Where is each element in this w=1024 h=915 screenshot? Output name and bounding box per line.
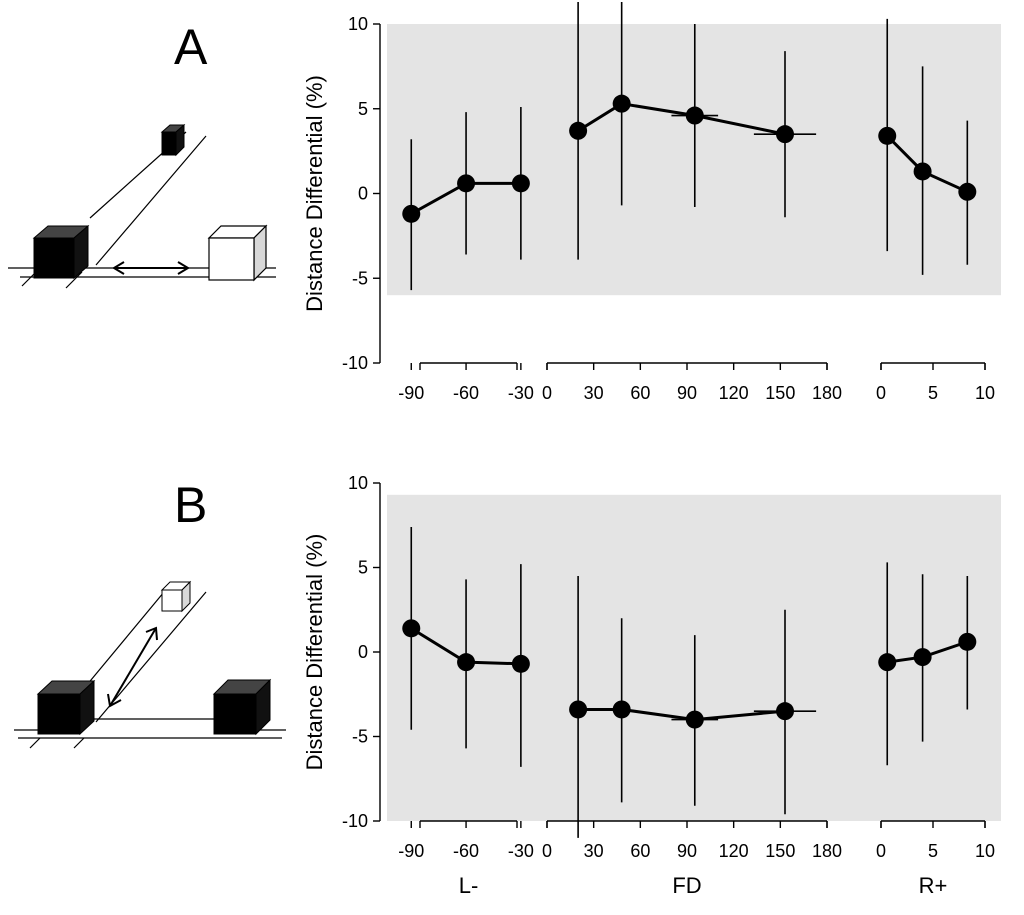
x-tick-label: -60 bbox=[453, 841, 479, 861]
x-tick-label: -30 bbox=[508, 841, 534, 861]
y-tick-label: 0 bbox=[358, 642, 368, 662]
data-point bbox=[457, 653, 476, 672]
y-tick-label: 5 bbox=[358, 558, 368, 578]
series-line-FD bbox=[577, 102, 786, 136]
x-tick-label: 180 bbox=[812, 841, 842, 861]
data-point bbox=[511, 174, 530, 193]
y-tick-label: 10 bbox=[348, 473, 368, 493]
data-point bbox=[569, 121, 588, 140]
data-point bbox=[878, 126, 897, 145]
group-label-FD: FD bbox=[672, 873, 701, 898]
y-tick-label: -5 bbox=[352, 268, 368, 288]
panel-a-letter: A bbox=[174, 19, 208, 75]
x-tick-label: -90 bbox=[398, 841, 424, 861]
x-tick-label: 120 bbox=[719, 841, 749, 861]
data-point bbox=[685, 106, 704, 125]
data-point bbox=[612, 700, 631, 719]
x-tick-label: 90 bbox=[677, 841, 697, 861]
x-tick-label: 60 bbox=[630, 841, 650, 861]
data-point bbox=[776, 702, 794, 721]
y-tick-label: -10 bbox=[342, 811, 368, 831]
data-point bbox=[402, 204, 421, 223]
data-point bbox=[776, 125, 794, 144]
x-tick-label: 90 bbox=[677, 383, 697, 403]
x-tick-label: 150 bbox=[765, 383, 795, 403]
x-tick-label: 150 bbox=[765, 841, 795, 861]
x-tick-label: 60 bbox=[630, 383, 650, 403]
data-series bbox=[402, 526, 977, 838]
data-point bbox=[958, 632, 977, 651]
data-point bbox=[913, 648, 932, 667]
x-axes: -90 -60 -30 L- 0 30 60 90 120 150 180 FD 0 5 10 R+ bbox=[398, 820, 995, 898]
data-point bbox=[569, 700, 588, 719]
data-point bbox=[878, 653, 897, 672]
x-tick-label: 0 bbox=[876, 383, 886, 403]
y-tick-label: 5 bbox=[358, 99, 368, 119]
data-point bbox=[511, 654, 530, 673]
group-label-R+: R+ bbox=[919, 873, 948, 898]
white-cube bbox=[207, 224, 268, 282]
data-point bbox=[402, 619, 421, 638]
group-label-L-: L- bbox=[459, 873, 479, 898]
y-tick-label: -10 bbox=[342, 353, 368, 373]
y-tick-label: -5 bbox=[352, 727, 368, 747]
panel-b-letter: B bbox=[174, 477, 207, 533]
y-axis-title: Distance Differential (%) bbox=[302, 534, 327, 771]
x-tick-label: 0 bbox=[542, 841, 552, 861]
double-arrow-icon-a bbox=[112, 261, 190, 275]
x-tick-label: 10 bbox=[975, 383, 995, 403]
y-tick-label: 10 bbox=[348, 14, 368, 34]
x-tick-label: 10 bbox=[975, 841, 995, 861]
data-point bbox=[612, 94, 631, 113]
black-cube-near bbox=[32, 224, 90, 280]
black-cube-right bbox=[212, 678, 272, 736]
data-point bbox=[913, 162, 932, 181]
x-tick-label: 30 bbox=[584, 841, 604, 861]
x-tick-label: 5 bbox=[928, 841, 938, 861]
y-axis: 10 5 0 -5 -10 bbox=[342, 14, 381, 373]
x-tick-label: -90 bbox=[398, 383, 424, 403]
x-tick-label: 0 bbox=[542, 383, 552, 403]
x-tick-label: 0 bbox=[876, 841, 886, 861]
y-axis-title: Distance Differential (%) bbox=[302, 75, 327, 312]
x-tick-label: -60 bbox=[453, 383, 479, 403]
x-axes: -90 -60 -30 0 30 60 90 120 150 180 0 5 10 bbox=[398, 362, 995, 403]
panel-b-illustration: B bbox=[14, 477, 286, 749]
x-tick-label: 120 bbox=[719, 383, 749, 403]
black-cube-far bbox=[160, 123, 186, 157]
y-tick-label: 0 bbox=[358, 184, 368, 204]
black-cube-left bbox=[36, 679, 96, 736]
white-cube-far bbox=[160, 580, 192, 613]
data-series bbox=[402, 1, 977, 291]
y-axis: 10 5 0 -5 -10 bbox=[342, 473, 381, 831]
data-point bbox=[457, 174, 476, 193]
double-arrow-icon-b bbox=[107, 626, 158, 708]
panel-a-illustration: A bbox=[8, 19, 276, 289]
x-tick-label: 5 bbox=[928, 383, 938, 403]
x-tick-label: 180 bbox=[812, 383, 842, 403]
data-point bbox=[958, 182, 977, 201]
x-tick-label: 30 bbox=[584, 383, 604, 403]
data-point bbox=[685, 710, 704, 729]
x-tick-label: -30 bbox=[508, 383, 534, 403]
series-line-FD bbox=[578, 707, 786, 722]
